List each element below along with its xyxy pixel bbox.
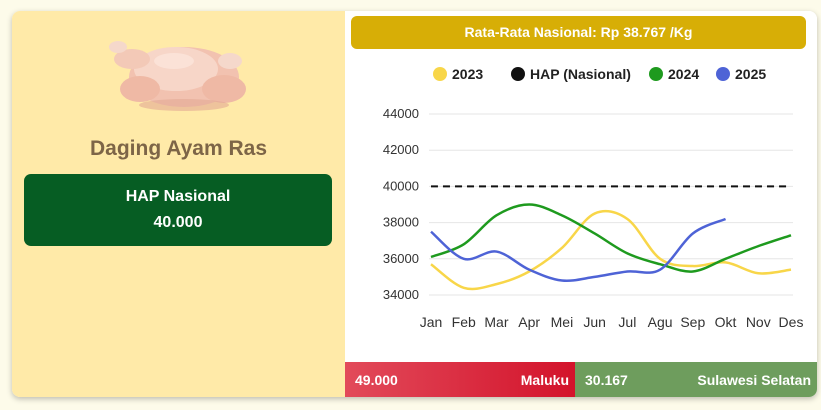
legend-swatch-2025 (716, 67, 730, 81)
lowest-price-bar: 30.167 Sulawesi Selatan (575, 362, 817, 397)
price-line-chart: 34000 36000 38000 40000 42000 44000 Jan Feb Mar A… (383, 106, 804, 330)
x-tick-label-mei: Mei (551, 314, 574, 330)
y-tick-label-44000: 44000 (383, 106, 419, 121)
x-tick-label-jan: Jan (420, 314, 443, 330)
y-tick-label-36000: 36000 (383, 251, 419, 266)
x-tick-label-mar: Mar (484, 314, 508, 330)
x-tick-label-agu: Agu (648, 314, 673, 330)
x-tick-label-jul: Jul (618, 314, 636, 330)
national-average-bar: Rata-Rata Nasional: Rp 38.767 /Kg (351, 16, 806, 49)
y-tick-label-40000: 40000 (383, 178, 419, 193)
highest-price-bar: 49.000 Maluku (345, 362, 575, 397)
highest-price-province: Maluku (520, 372, 569, 388)
legend-label-2023: 2023 (452, 66, 484, 82)
legend-item-2023[interactable]: 2023 (433, 64, 483, 84)
commodity-card: Daging Ayam Ras HAP Nasional 40.000 Rata… (12, 11, 817, 397)
y-tick-label-42000: 42000 (383, 142, 419, 157)
legend-swatch-hap (511, 67, 525, 81)
commodity-title: Daging Ayam Ras (90, 137, 267, 160)
x-tick-label-nov: Nov (746, 314, 771, 330)
legend-item-2024[interactable]: 2024 (649, 64, 699, 84)
x-tick-label-feb: Feb (452, 314, 476, 330)
commodity-panel: Daging Ayam Ras HAP Nasional 40.000 (12, 11, 345, 397)
hap-value: 40.000 (153, 214, 203, 231)
chart-panel: Rata-Rata Nasional: Rp 38.767 /Kg 2023 H… (345, 11, 817, 397)
hap-national-box: HAP Nasional 40.000 (24, 174, 332, 246)
series-line-2023 (430, 209, 792, 291)
x-tick-label-des: Des (779, 314, 804, 330)
highest-price-value: 49.000 (355, 372, 398, 388)
x-tick-label-jun: Jun (583, 314, 606, 330)
raw-chicken-icon (109, 41, 246, 111)
legend-label-hap: HAP (Nasional) (530, 66, 631, 82)
legend-swatch-2023 (433, 67, 447, 81)
hap-label: HAP Nasional (125, 188, 231, 205)
lowest-price-province: Sulawesi Selatan (697, 372, 811, 388)
series-line-2025 (430, 217, 727, 283)
x-tick-label-okt: Okt (715, 314, 737, 330)
x-tick-label-sep: Sep (680, 314, 705, 330)
legend-item-hap[interactable]: HAP (Nasional) (511, 64, 631, 84)
chart-legend: 2023 HAP (Nasional) 2024 2025 (345, 64, 817, 84)
legend-swatch-2024 (649, 67, 663, 81)
legend-label-2024: 2024 (668, 66, 700, 82)
lowest-price-value: 30.167 (585, 372, 628, 388)
legend-label-2025: 2025 (735, 66, 767, 82)
series-line-2024 (430, 203, 792, 273)
y-tick-label-38000: 38000 (383, 215, 419, 230)
legend-item-2025[interactable]: 2025 (716, 64, 766, 84)
x-tick-label-apr: Apr (518, 314, 540, 330)
y-tick-label-34000: 34000 (383, 287, 419, 302)
